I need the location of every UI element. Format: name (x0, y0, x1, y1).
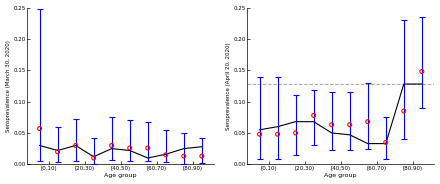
Point (400, 109, 407, 112)
Point (346, 123, 353, 126)
Point (418, 70, 425, 73)
Point (90, 157, 97, 160)
Y-axis label: Seroprevalence (April 20, 2020): Seroprevalence (April 20, 2020) (226, 42, 231, 130)
Point (274, 133, 281, 136)
X-axis label: Age group: Age group (104, 174, 137, 178)
Point (108, 144, 115, 147)
Y-axis label: Seroprevalence (March 30, 2020): Seroprevalence (March 30, 2020) (6, 40, 11, 132)
Point (162, 153, 169, 156)
Point (54, 150, 61, 153)
Point (292, 131, 299, 134)
Point (180, 155, 187, 158)
Point (328, 123, 335, 126)
Point (364, 120, 371, 123)
Point (36, 127, 43, 130)
X-axis label: Age group: Age group (324, 174, 357, 178)
Point (382, 141, 389, 144)
Point (126, 146, 133, 149)
Point (72, 144, 79, 147)
Point (310, 114, 317, 117)
Point (198, 155, 205, 158)
Point (144, 146, 151, 149)
Point (256, 133, 263, 136)
